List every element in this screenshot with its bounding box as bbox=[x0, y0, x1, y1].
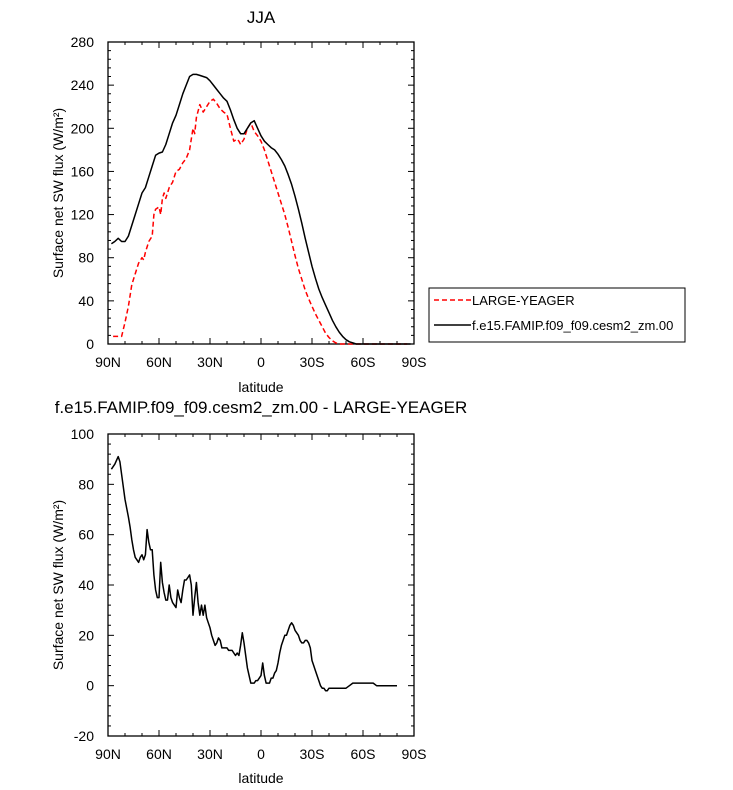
legend-box bbox=[428, 287, 686, 343]
y-tick-label: 0 bbox=[86, 336, 94, 352]
legend-label-cesm2: f.e15.FAMIP.f09_f09.cesm2_zm.00 bbox=[472, 318, 673, 333]
top-y-axis-label: Surface net SW flux (W/m²) bbox=[50, 108, 66, 278]
bottom-series-group bbox=[110, 455, 397, 692]
top-axis-ticks bbox=[107, 41, 415, 345]
bottom-chart-title: f.e15.FAMIP.f09_f09.cesm2_zm.00 - LARGE-… bbox=[55, 398, 468, 417]
y-tick-label: 240 bbox=[71, 77, 95, 93]
bottom-y-tick-labels: -20 0 20 40 60 80 100 bbox=[71, 426, 95, 744]
x-tick-label: 0 bbox=[257, 354, 265, 370]
top-chart-title: JJA bbox=[247, 8, 276, 27]
legend-label-large-yeager: LARGE-YEAGER bbox=[472, 293, 575, 308]
legend: LARGE-YEAGER f.e15.FAMIP.f09_f09.cesm2_z… bbox=[428, 287, 686, 343]
x-tick-label: 90N bbox=[95, 354, 121, 370]
x-tick-label: 0 bbox=[257, 746, 265, 762]
x-tick-label: 30S bbox=[300, 746, 325, 762]
x-tick-label: 90S bbox=[402, 354, 427, 370]
bottom-x-tick-labels: 90N 60N 30N 0 30S 60S 90S bbox=[95, 746, 426, 762]
bottom-x-axis-label: latitude bbox=[238, 770, 283, 786]
x-tick-label: 30N bbox=[197, 746, 223, 762]
y-tick-label: 60 bbox=[78, 527, 94, 543]
y-tick-label: 40 bbox=[78, 293, 94, 309]
top-y-tick-labels: 0 40 80 120 160 200 240 280 bbox=[71, 34, 95, 352]
x-tick-label: 60S bbox=[351, 354, 376, 370]
y-tick-label: 200 bbox=[71, 120, 95, 136]
y-tick-label: 40 bbox=[78, 577, 94, 593]
series-line-f-e15-famip-f09-f09-cesm2-zm-00 bbox=[110, 73, 411, 345]
top-y-axis-label-text: Surface net SW flux (W/m²) bbox=[50, 108, 66, 278]
bottom-y-axis-label-text: Surface net SW flux (W/m²) bbox=[50, 500, 66, 670]
y-tick-label: 80 bbox=[78, 250, 94, 266]
top-x-axis-label: latitude bbox=[238, 379, 283, 395]
y-tick-label: 160 bbox=[71, 163, 95, 179]
x-tick-label: 90S bbox=[402, 746, 427, 762]
x-tick-label: 30N bbox=[197, 354, 223, 370]
y-tick-label: -20 bbox=[74, 728, 94, 744]
bottom-panel: f.e15.FAMIP.f09_f09.cesm2_zm.00 - LARGE-… bbox=[50, 398, 467, 786]
bottom-y-axis-label: Surface net SW flux (W/m²) bbox=[50, 500, 66, 670]
series-line-difference bbox=[110, 455, 397, 692]
y-tick-label: 280 bbox=[71, 34, 95, 50]
top-x-tick-labels: 90N 60N 30N 0 30S 60S 90S bbox=[95, 354, 426, 370]
x-tick-label: 60N bbox=[146, 746, 172, 762]
y-tick-label: 80 bbox=[78, 476, 94, 492]
x-tick-label: 30S bbox=[300, 354, 325, 370]
bottom-plot-frame bbox=[107, 433, 415, 737]
y-tick-label: 20 bbox=[78, 627, 94, 643]
top-panel: JJA 90N 60N 30N 0 30S 60S 90S 0 40 80 120 160 200 24… bbox=[50, 8, 686, 395]
y-tick-label: 100 bbox=[71, 426, 95, 442]
y-tick-label: 120 bbox=[71, 207, 95, 223]
top-series-group bbox=[110, 73, 411, 345]
x-tick-label: 90N bbox=[95, 746, 121, 762]
bottom-axis-ticks bbox=[107, 433, 415, 737]
y-tick-label: 0 bbox=[86, 678, 94, 694]
series-line-large-yeager bbox=[113, 98, 408, 345]
x-tick-label: 60N bbox=[146, 354, 172, 370]
top-plot-frame bbox=[107, 41, 415, 345]
x-tick-label: 60S bbox=[351, 746, 376, 762]
